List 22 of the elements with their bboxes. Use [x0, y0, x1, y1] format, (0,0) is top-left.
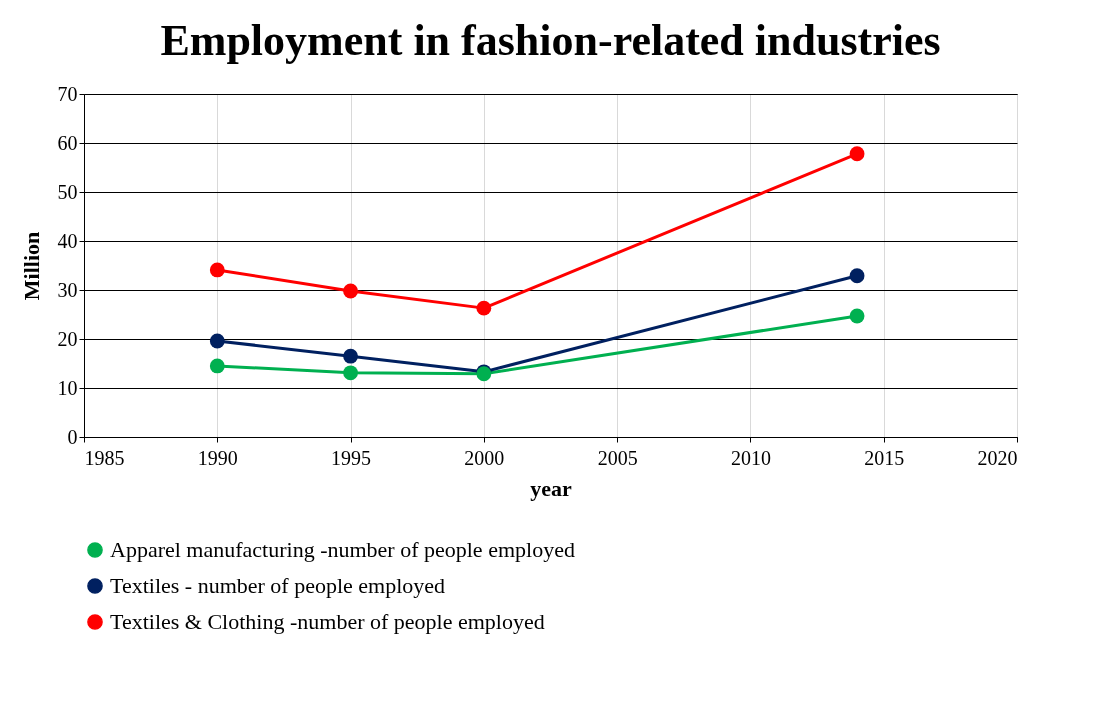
y-axis-title: Million: [18, 231, 44, 301]
y-tick-label: 40: [57, 229, 78, 252]
x-tick-label: 2020: [977, 446, 1018, 469]
y-tick-label: 20: [57, 327, 78, 350]
legend-label: Textiles & Clothing -number of people employed: [110, 609, 545, 634]
legend-label: Apparel manufacturing -number of people employed: [110, 537, 575, 562]
x-tick-label: 1995: [331, 446, 372, 469]
legend-label: Textiles - number of people employed: [110, 573, 446, 598]
y-tick-label: 50: [57, 180, 78, 203]
y-tick-label: 60: [57, 131, 78, 154]
y-tick-label: 0: [67, 425, 78, 448]
x-tick-label: 1990: [197, 446, 238, 469]
y-tick-label: 10: [57, 376, 78, 399]
x-axis-title: year: [530, 475, 572, 501]
y-tick-label: 70: [57, 82, 78, 105]
x-tick-label: 2015: [864, 446, 905, 469]
x-tick-label: 2010: [730, 446, 771, 469]
y-tick-label: 30: [57, 278, 78, 301]
x-tick-label: 1985: [84, 446, 125, 469]
x-tick-label: 2005: [597, 446, 638, 469]
x-tick-label: 2000: [464, 446, 505, 469]
chart-title: Employment in fashion-related industries: [160, 16, 941, 65]
